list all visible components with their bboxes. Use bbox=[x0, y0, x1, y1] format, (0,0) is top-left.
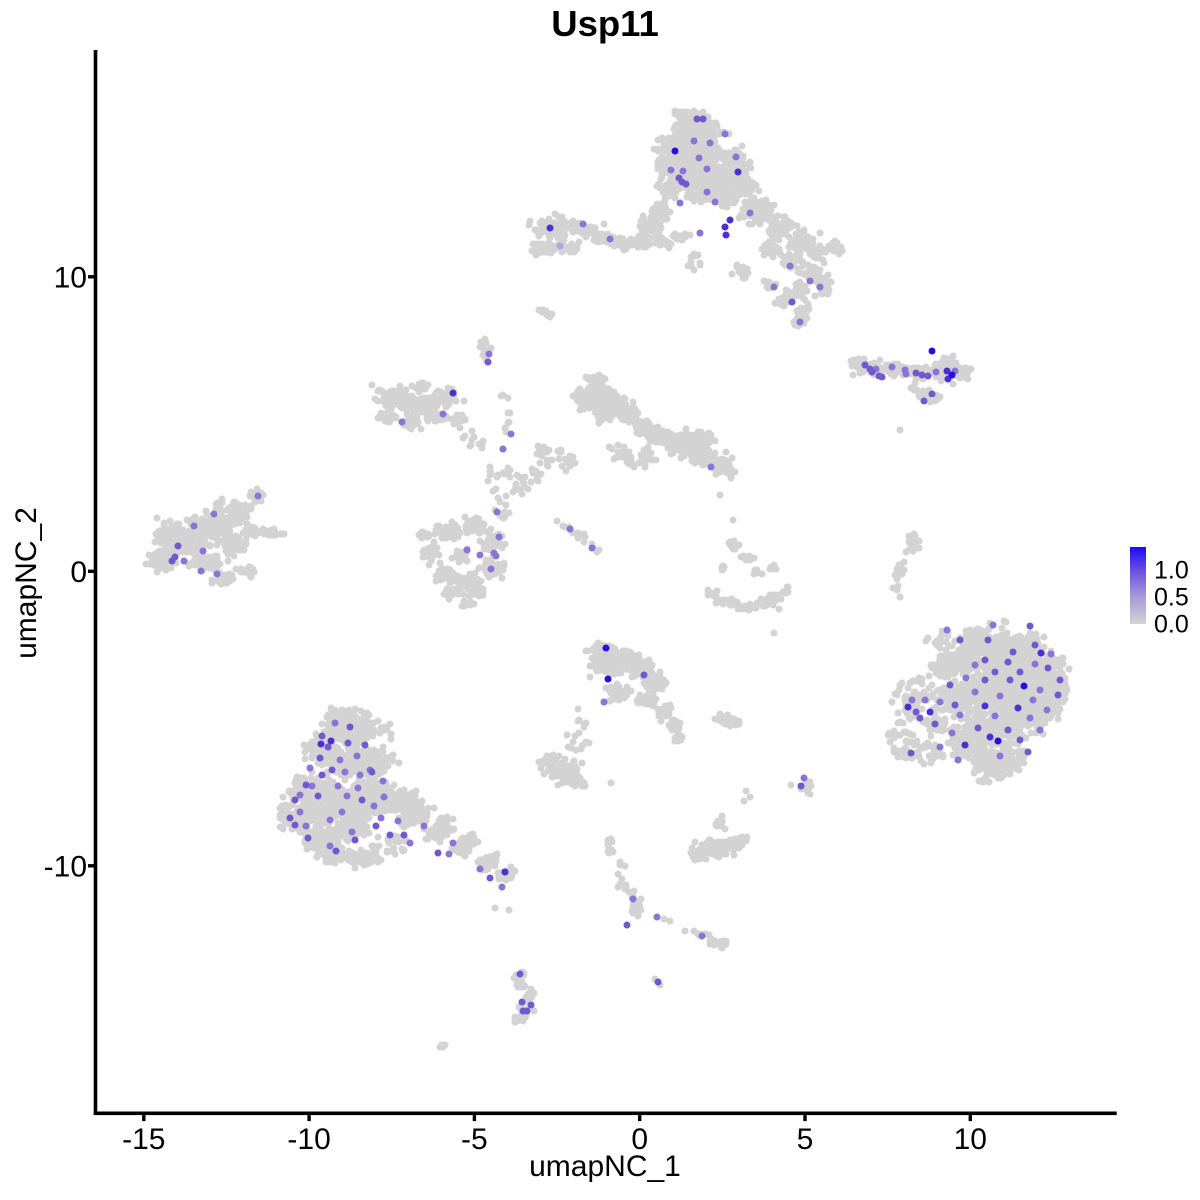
svg-text:5: 5 bbox=[797, 1123, 814, 1156]
svg-text:0: 0 bbox=[631, 1123, 648, 1156]
svg-text:0: 0 bbox=[70, 556, 87, 589]
svg-text:-10: -10 bbox=[287, 1123, 330, 1156]
svg-text:1.0: 1.0 bbox=[1154, 557, 1189, 585]
svg-text:Usp11: Usp11 bbox=[551, 3, 659, 44]
svg-text:10: 10 bbox=[54, 262, 87, 295]
svg-text:umapNC_1: umapNC_1 bbox=[529, 1150, 681, 1183]
svg-text:0.5: 0.5 bbox=[1154, 584, 1189, 612]
svg-text:10: 10 bbox=[954, 1123, 987, 1156]
svg-text:-15: -15 bbox=[122, 1123, 165, 1156]
svg-text:0.0: 0.0 bbox=[1154, 611, 1189, 639]
svg-text:umapNC_2: umapNC_2 bbox=[10, 507, 43, 659]
svg-text:-5: -5 bbox=[461, 1123, 488, 1156]
svg-text:-10: -10 bbox=[44, 850, 87, 883]
